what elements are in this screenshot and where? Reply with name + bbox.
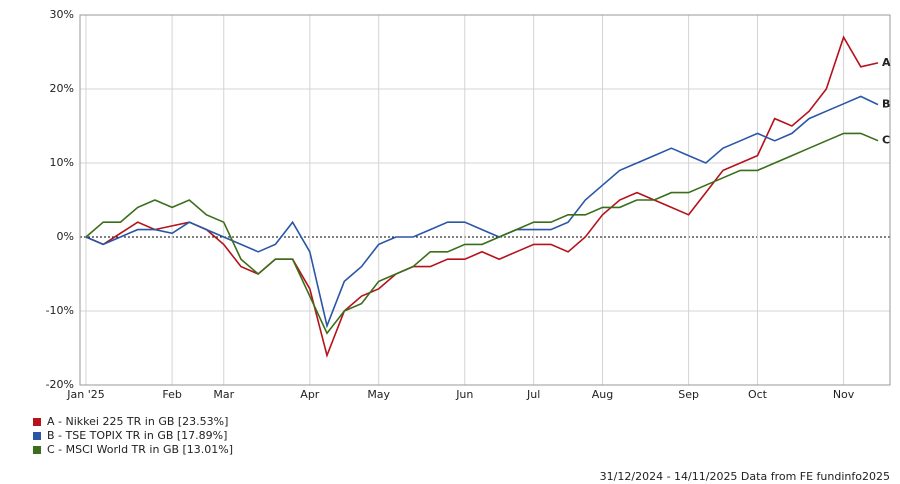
footer: 31/12/2024 - 14/11/2025 Data from FE fun…: [600, 470, 890, 483]
legend-swatch: [33, 446, 41, 454]
y-tick-label: 30%: [50, 8, 74, 21]
legend-swatch: [33, 432, 41, 440]
x-tick-label: Nov: [833, 388, 855, 401]
y-tick-label: -10%: [46, 304, 74, 317]
series-line: [85, 95, 879, 329]
legend-label: A - Nikkei 225 TR in GB [23.53%]: [47, 415, 228, 428]
x-tick-label: Jan '25: [66, 388, 104, 401]
y-tick-label: 0%: [57, 230, 74, 243]
x-tick-label: Apr: [300, 388, 320, 401]
y-tick-label: -20%: [46, 378, 74, 391]
legend-label: B - TSE TOPIX TR in GB [17.89%]: [47, 429, 227, 442]
x-tick-label: Mar: [213, 388, 234, 401]
y-tick-label: 20%: [50, 82, 74, 95]
x-tick-label: Oct: [748, 388, 768, 401]
x-tick-label: Sep: [678, 388, 699, 401]
legend-label: C - MSCI World TR in GB [13.01%]: [47, 443, 233, 456]
series-line: [85, 35, 879, 359]
end-label: B: [882, 98, 890, 111]
end-label: A: [882, 56, 891, 69]
legend-swatch: [33, 418, 41, 426]
y-tick-label: 10%: [50, 156, 74, 169]
x-tick-label: Jul: [526, 388, 540, 401]
plot-frame: [79, 14, 891, 386]
end-label: C: [882, 134, 890, 147]
series-line: [85, 132, 879, 335]
x-tick-label: Aug: [592, 388, 613, 401]
x-tick-label: May: [367, 388, 390, 401]
x-tick-label: Jun: [455, 388, 473, 401]
x-tick-label: Feb: [162, 388, 181, 401]
